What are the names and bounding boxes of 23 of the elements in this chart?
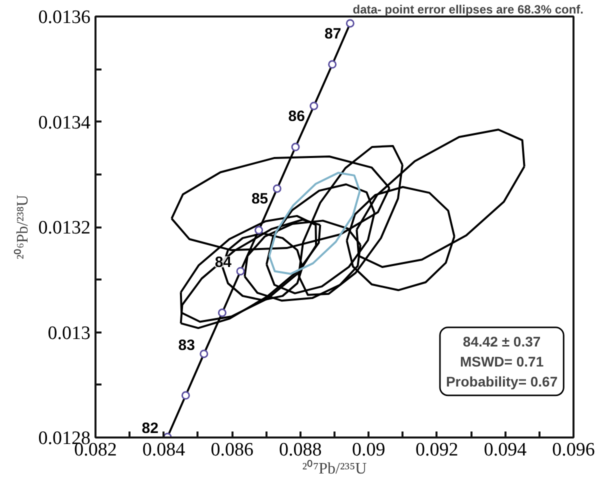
annotation: Probability= 0.67 [446,373,558,390]
x-tick-label: 0.092 [416,440,458,460]
annotation: 82 [142,420,158,437]
annotation: 84 [214,254,232,272]
y-axis-title: ²⁰⁶Pb/²³⁸U [13,194,32,260]
annotation: 86 [288,108,305,125]
x-tick-label: 0.094 [484,440,528,460]
y-tick-label: 0.0132 [38,218,90,238]
text: data- point error ellipses are 68.3% conf. [352,2,584,16]
y-tick-label: 0.013 [48,322,90,344]
y-tick-label: 0.0136 [38,7,90,28]
annotation: 83 [178,336,195,354]
x-tick-label: 0.096 [552,440,595,460]
annotation: 85 [251,190,268,208]
x-tick-label: 0.086 [210,440,254,460]
annotation: MSWD= 0.71 [460,353,544,370]
x-tick-label: 0.09 [352,440,386,460]
x-tick-label: 0.088 [278,440,322,460]
annotation: 84.42 ± 0.37 [462,333,541,350]
x-tick-label: 0.084 [142,440,186,460]
x-axis-title: ²⁰⁷Pb/²³⁵U [302,460,368,478]
annotation: 87 [324,25,342,42]
y-tick-label: 0.0134 [38,112,91,134]
